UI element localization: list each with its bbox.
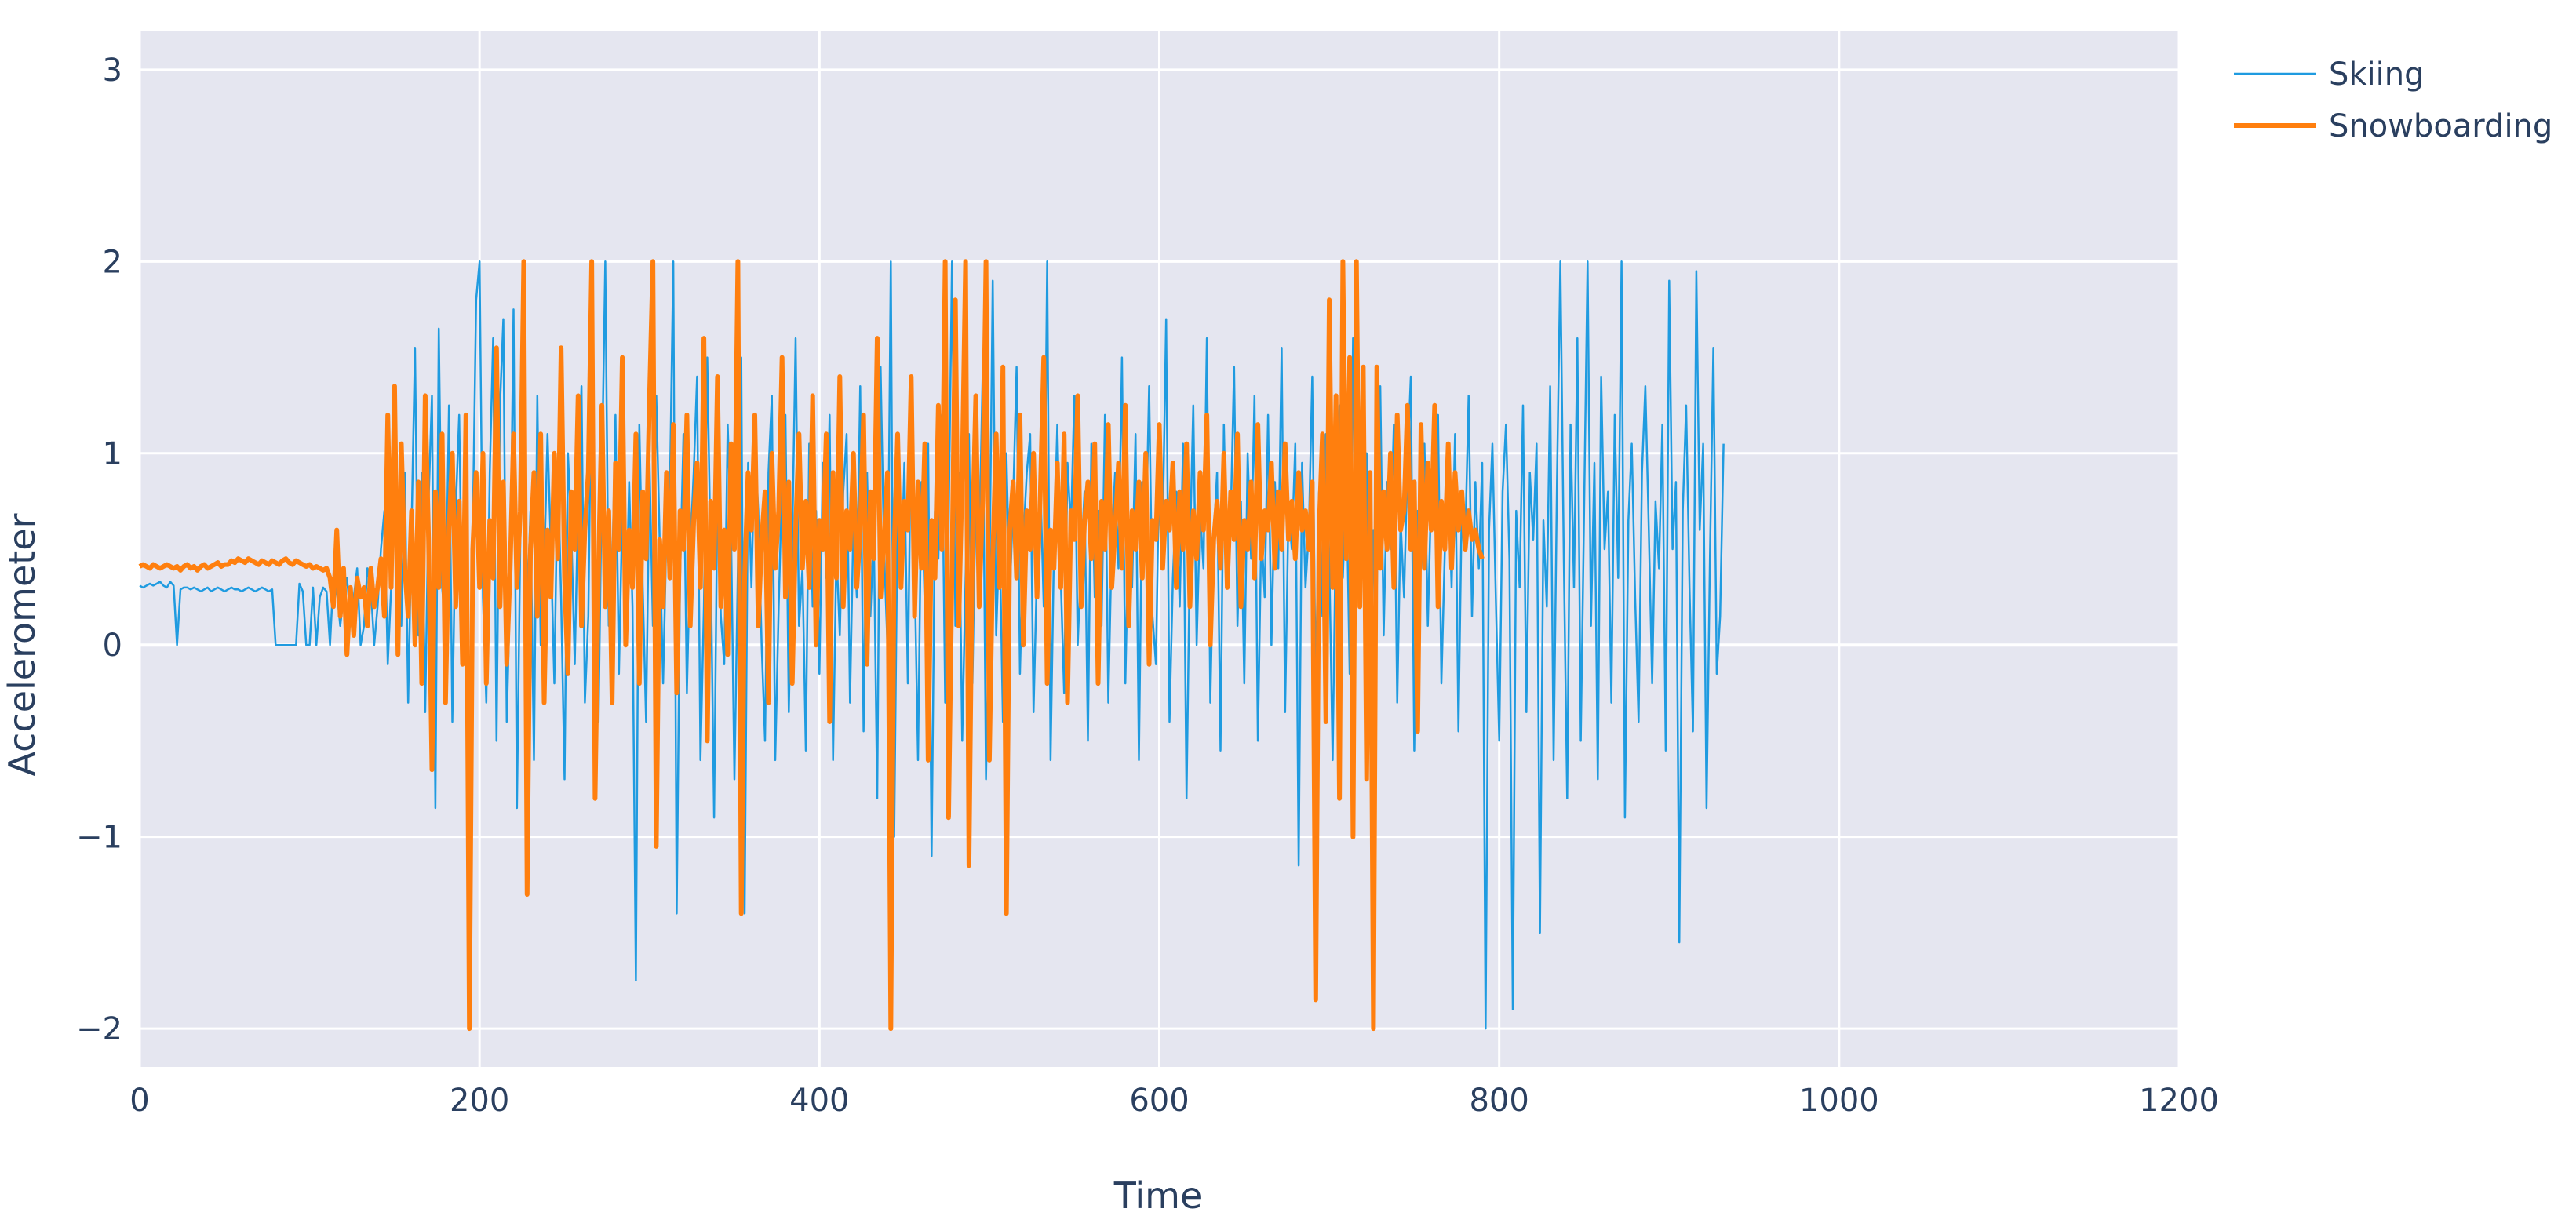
x-axis-tick-labels: 0 200 400 600 800 1000 1200 [129, 1083, 2219, 1119]
x-tick-label: 600 [1129, 1083, 1189, 1119]
y-tick-label: 2 [103, 244, 122, 280]
y-tick-label: 0 [103, 628, 122, 664]
legend[interactable]: Skiing Snowboarding [2234, 56, 2552, 144]
x-axis-title: Time [1113, 1174, 1203, 1217]
y-tick-label: 1 [103, 436, 122, 472]
y-tick-label: 3 [103, 53, 122, 89]
x-tick-label: 200 [450, 1083, 509, 1119]
series-lines [138, 259, 1725, 1032]
legend-label: Skiing [2329, 56, 2425, 93]
y-axis-tick-labels: −2 −1 0 1 2 3 [76, 53, 122, 1047]
legend-label: Snowboarding [2329, 108, 2552, 144]
legend-item-skiing[interactable]: Skiing [2234, 56, 2425, 93]
x-tick-label: 1200 [2139, 1083, 2219, 1119]
x-tick-label: 1000 [1799, 1083, 1879, 1119]
y-tick-label: −1 [76, 820, 122, 856]
y-tick-label: −2 [76, 1011, 122, 1047]
legend-item-snowboarding[interactable]: Snowboarding [2234, 108, 2552, 144]
y-axis-title: Accelerometer [1, 513, 43, 776]
x-tick-label: 400 [789, 1083, 849, 1119]
x-tick-label: 800 [1469, 1083, 1528, 1119]
x-tick-label: 0 [129, 1083, 149, 1119]
series-line-snowboarding [138, 259, 1485, 1032]
